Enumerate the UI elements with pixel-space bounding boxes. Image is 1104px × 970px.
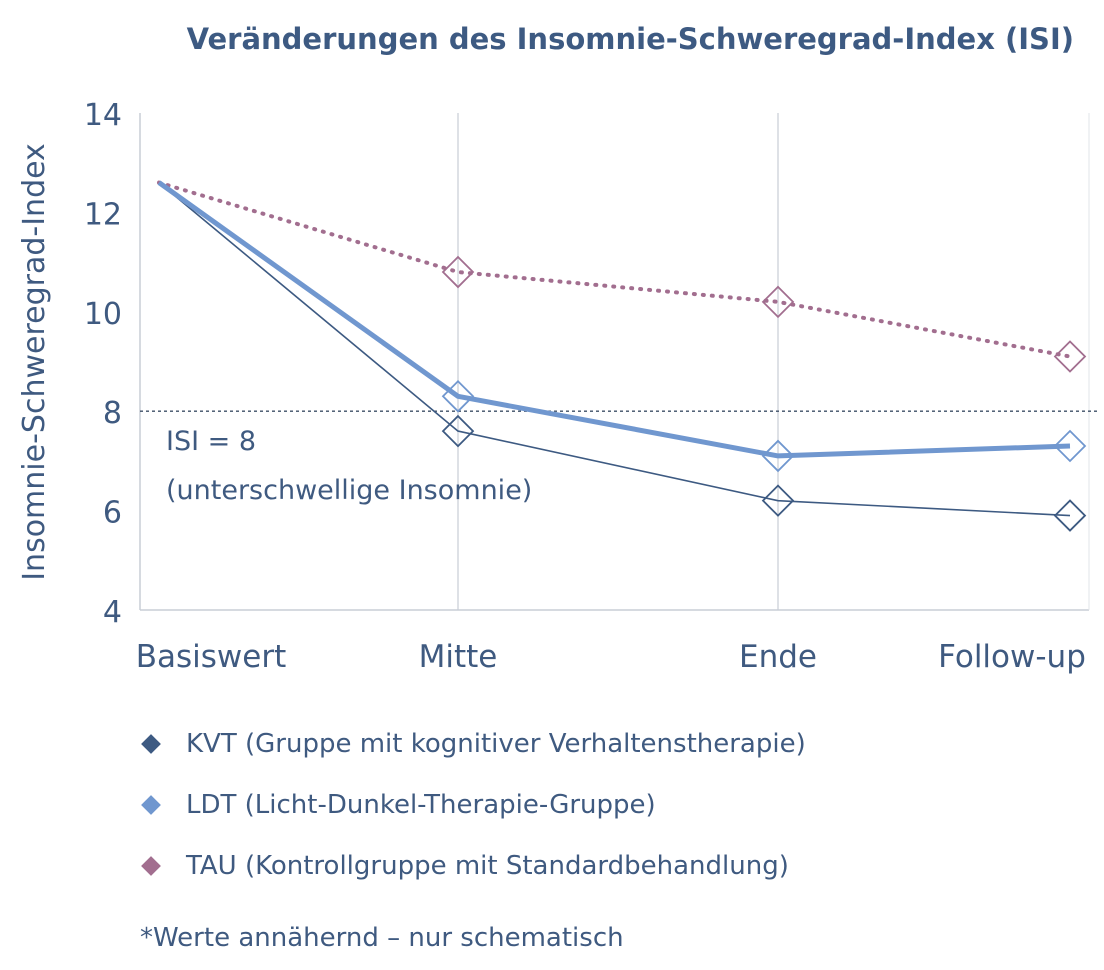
y-tick-label: 10 [84, 297, 122, 332]
y-tick-label: 4 [103, 595, 122, 630]
y-tick-label: 6 [103, 496, 122, 531]
marker-1-1 [441, 380, 475, 413]
marker-1-3 [1053, 429, 1087, 463]
diamond-icon [141, 795, 161, 815]
legend-label-ldt: LDT (Licht-Dunkel-Therapie-Gruppe) [186, 790, 656, 820]
marker-2-2 [761, 285, 795, 319]
reference-label-line2: (unterschwellige Insomnie) [166, 475, 532, 506]
y-axis-title: Insomnie-Schweregrad-Index [17, 143, 52, 581]
x-tick-label: Basiswert [136, 639, 287, 675]
series-line-0 [158, 181, 1071, 517]
reference-label-line1: ISI = 8 [166, 426, 256, 457]
legend-item-ldt: LDT (Licht-Dunkel-Therapie-Gruppe) [140, 785, 806, 825]
x-tick-label: Follow-up [938, 639, 1086, 675]
marker-0-3 [1053, 499, 1087, 532]
legend-item-tau: TAU (Kontrollgruppe mit Standardbehandlu… [140, 846, 806, 886]
legend-item-kvt: KVT (Gruppe mit kognitiver Verhaltensthe… [140, 724, 806, 764]
chart-title: Veränderungen des Insomnie-Schweregrad-I… [186, 22, 1074, 56]
legend-label-kvt: KVT (Gruppe mit kognitiver Verhaltensthe… [186, 729, 806, 759]
axis-layer: 4 6 8 10 12 14 Basiswert Mitte Ende Follow-up Inso… [17, 98, 1086, 675]
diamond-icon [141, 856, 161, 876]
footnote: *Werte annähernd – nur schematisch [140, 923, 624, 953]
marker-2-3 [1053, 340, 1087, 373]
grid-layer [139, 113, 1090, 611]
marker-2-1 [441, 255, 475, 289]
y-tick-label: 12 [84, 197, 122, 232]
series-line-2 [157, 180, 1072, 359]
chart-svg: ISI = 8 (unterschwellige Insomnie) 4 6 8 10 1… [17, 98, 1100, 675]
marker-1-2 [761, 439, 795, 473]
reference-layer: ISI = 8 (unterschwellige Insomnie) [140, 410, 1100, 506]
legend-label-tau: TAU (Kontrollgruppe mit Standardbehandlu… [186, 851, 789, 881]
legend: KVT (Gruppe mit kognitiver Verhaltensthe… [140, 724, 806, 907]
y-tick-label: 8 [103, 396, 122, 431]
series-line-1 [157, 180, 1071, 459]
diamond-icon [141, 734, 161, 754]
y-tick-label: 14 [84, 98, 122, 133]
series-layer [157, 180, 1087, 532]
marker-0-2 [761, 484, 795, 517]
marker-0-1 [441, 414, 475, 448]
x-tick-label: Mitte [419, 639, 498, 675]
x-tick-label: Ende [739, 639, 817, 675]
